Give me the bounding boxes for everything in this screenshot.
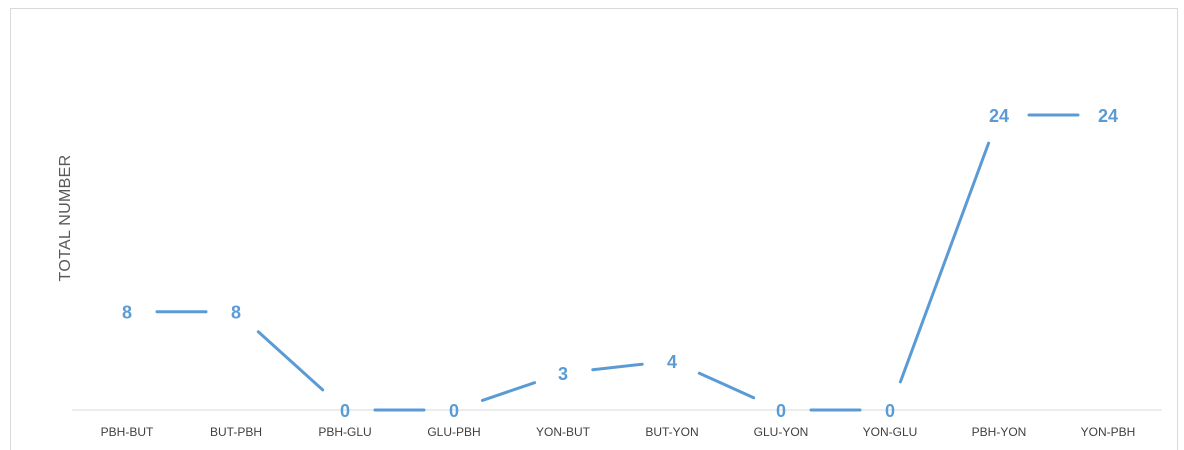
x-tick-label: GLU-YON: [754, 425, 809, 439]
series-line-segment: [697, 371, 756, 400]
x-tick-label: PBH-GLU: [318, 425, 371, 439]
data-label: 0: [340, 401, 350, 421]
data-label: 24: [989, 106, 1009, 126]
series-line-segment: [591, 362, 644, 372]
series-line-segment: [898, 141, 991, 384]
series-line-segment: [256, 330, 325, 392]
data-label: 24: [1098, 106, 1118, 126]
x-tick-label: BUT-YON: [645, 425, 698, 439]
x-tick-label: GLU-PBH: [427, 425, 480, 439]
x-tick-label: YON-GLU: [863, 425, 918, 439]
x-tick-label: PBH-BUT: [101, 425, 154, 439]
x-tick-label: YON-PBH: [1081, 425, 1136, 439]
data-label: 8: [122, 303, 132, 323]
y-axis-label: TOTAL NUMBER: [57, 155, 74, 282]
data-label: 8: [231, 303, 241, 323]
x-tick-label: YON-BUT: [536, 425, 591, 439]
data-label: 0: [885, 401, 895, 421]
series-line-segment: [480, 381, 537, 402]
x-tick-label: BUT-PBH: [210, 425, 262, 439]
data-label: 0: [449, 401, 459, 421]
chart-frame: [10, 8, 1178, 450]
data-label: 4: [667, 352, 677, 372]
data-label: 3: [558, 364, 568, 384]
data-label: 0: [776, 401, 786, 421]
x-tick-label: PBH-YON: [972, 425, 1027, 439]
